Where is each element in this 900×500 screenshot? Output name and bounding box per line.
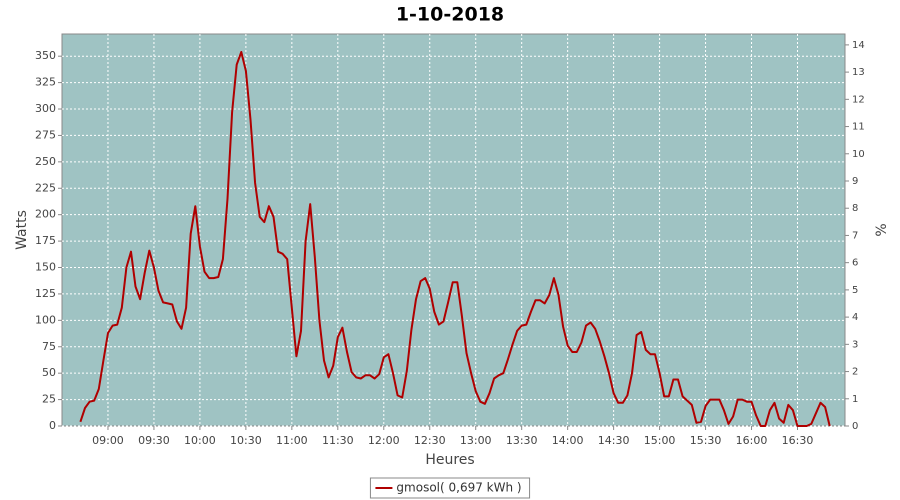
x-tick-label: 15:00 [644,434,676,447]
x-tick-label: 09:30 [138,434,170,447]
y2-tick-label: 11 [852,122,865,133]
y-tick-label: 325 [35,76,56,89]
y-tick-label: 50 [42,366,56,379]
x-tick-label: 16:00 [736,434,768,447]
y-tick-label: 300 [35,102,56,115]
legend-box [369,477,531,499]
y2-tick-label: 1 [852,394,858,405]
x-tick-label: 13:00 [460,434,492,447]
x-tick-label: 12:30 [414,434,446,447]
y-tick-label: 200 [35,208,56,221]
y2-tick-label: 6 [852,258,858,269]
y2-tick-label: 13 [852,67,865,78]
x-tick-label: 13:30 [506,434,538,447]
y2-axis-label: % [874,223,890,236]
y2-tick-label: 4 [852,312,858,323]
y-tick-label: 275 [35,128,56,141]
x-tick-label: 14:30 [598,434,630,447]
y-tick-label: 125 [35,287,56,300]
x-tick-label: 11:30 [322,434,354,447]
y-tick-label: 25 [42,393,56,406]
x-axis-label: Heures [425,452,474,468]
x-tick-label: 09:00 [92,434,124,447]
y-axis-label: Watts [14,210,30,250]
y2-tick-label: 12 [852,94,865,105]
x-tick-label: 10:00 [184,434,216,447]
y-tick-label: 150 [35,261,56,274]
y-tick-label: 100 [35,313,56,326]
y2-tick-label: 0 [852,421,858,432]
y2-tick-label: 14 [852,40,865,51]
y2-tick-label: 3 [852,339,858,350]
series-line [79,51,831,427]
y2-tick-label: 5 [852,285,858,296]
y-tick-label: 225 [35,181,56,194]
x-tick-label: 15:30 [690,434,722,447]
x-tick-label: 16:30 [782,434,814,447]
x-tick-label: 14:00 [552,434,584,447]
y-tick-label: 0 [49,419,56,432]
legend-label: gmosol( 0,697 kWh ) [396,481,521,495]
x-tick-label: 10:30 [230,434,262,447]
x-tick-label: 12:00 [368,434,400,447]
y-tick-label: 175 [35,234,56,247]
y2-tick-label: 9 [852,176,858,187]
chart-title: 1-10-2018 [396,4,504,26]
y2-tick-label: 7 [852,230,858,241]
y-tick-label: 75 [42,340,56,353]
plot-area [61,33,846,427]
y-tick-label: 250 [35,155,56,168]
y-tick-label: 350 [35,49,56,62]
x-tick-label: 11:00 [276,434,308,447]
y2-tick-label: 10 [852,149,865,160]
y2-tick-label: 8 [852,203,858,214]
y2-tick-label: 2 [852,367,858,378]
